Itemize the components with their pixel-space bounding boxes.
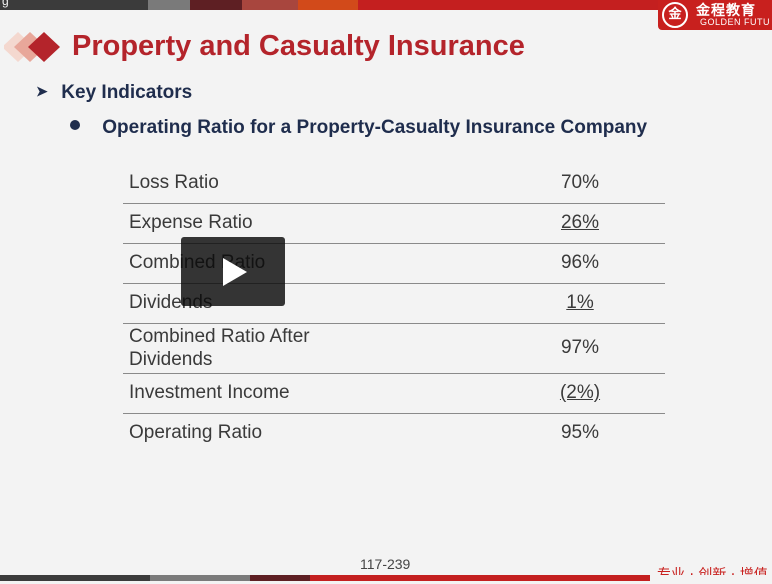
row-value: 70% [495, 164, 665, 204]
diamond-decoration-icon [4, 32, 60, 62]
table-row: Expense Ratio 26% [123, 203, 665, 244]
operating-ratio-table: Loss Ratio 70% Expense Ratio 26% Combine… [123, 164, 665, 453]
row-value-cell: 1% [495, 283, 665, 324]
row-label-text: Combined Ratio After Dividends [129, 326, 310, 370]
slide-title: Property and Casualty Insurance [72, 30, 525, 62]
row-value-cell: (2%) [495, 373, 665, 414]
row-value: 26% [560, 212, 600, 233]
page-number: 117-239 [360, 556, 411, 572]
bullet-level1-text: Key Indicators [61, 82, 193, 103]
company-logo: 金 金程教育 GOLDEN FUTU [658, 0, 772, 30]
header-partial-text: g [2, 0, 9, 8]
bullet-level2-text: Operating Ratio for a Property-Casualty … [102, 117, 648, 138]
row-value: 97% [495, 323, 665, 374]
table-row: Loss Ratio 70% [123, 164, 665, 204]
row-label: Investment Income [123, 373, 495, 414]
row-label: Operating Ratio [129, 422, 263, 444]
table-row: Investment Income (2%) [123, 373, 665, 414]
logo-chinese-text: 金程教育 [696, 3, 756, 19]
bullet-level1: ➤ Key Indicators [36, 82, 192, 104]
table-row: Combined Ratio After Dividends 97% [123, 323, 665, 374]
logo-english-text: GOLDEN FUTU [700, 17, 771, 27]
arrow-bullet-icon: ➤ [36, 83, 48, 99]
row-value: 95% [560, 422, 600, 444]
logo-seal-icon: 金 [662, 2, 688, 28]
row-label: Combined Ratio [123, 243, 495, 284]
footer-slogan: 专业 · 创新 · 增值 [657, 564, 768, 584]
video-play-button[interactable] [181, 237, 285, 306]
row-label: Loss Ratio [123, 164, 495, 204]
row-label: Combined Ratio After Dividends [123, 323, 495, 374]
row-label: Dividends [123, 283, 495, 324]
bullet-level2: Operating Ratio for a Property-Casualty … [70, 117, 647, 139]
row-value: 96% [495, 243, 665, 284]
dot-bullet-icon [70, 120, 80, 130]
table-row: Operating Ratio 95% [123, 413, 665, 453]
row-label: Expense Ratio [123, 203, 495, 244]
top-color-bar [0, 0, 772, 10]
bottom-color-bar [0, 575, 772, 581]
row-value-cell: 26% [495, 203, 665, 244]
row-value: 1% [566, 292, 594, 313]
row-value: (2%) [559, 382, 601, 403]
play-icon [223, 258, 247, 286]
